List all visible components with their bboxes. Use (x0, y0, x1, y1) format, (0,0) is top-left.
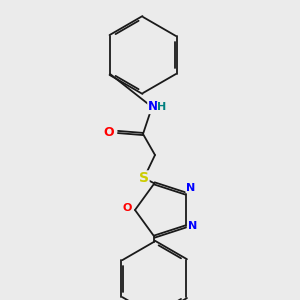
Text: N: N (148, 100, 158, 113)
Text: N: N (186, 182, 195, 193)
Text: O: O (104, 125, 114, 139)
Text: S: S (139, 171, 149, 185)
Text: H: H (158, 102, 166, 112)
Text: O: O (122, 203, 132, 213)
Text: N: N (188, 221, 197, 232)
